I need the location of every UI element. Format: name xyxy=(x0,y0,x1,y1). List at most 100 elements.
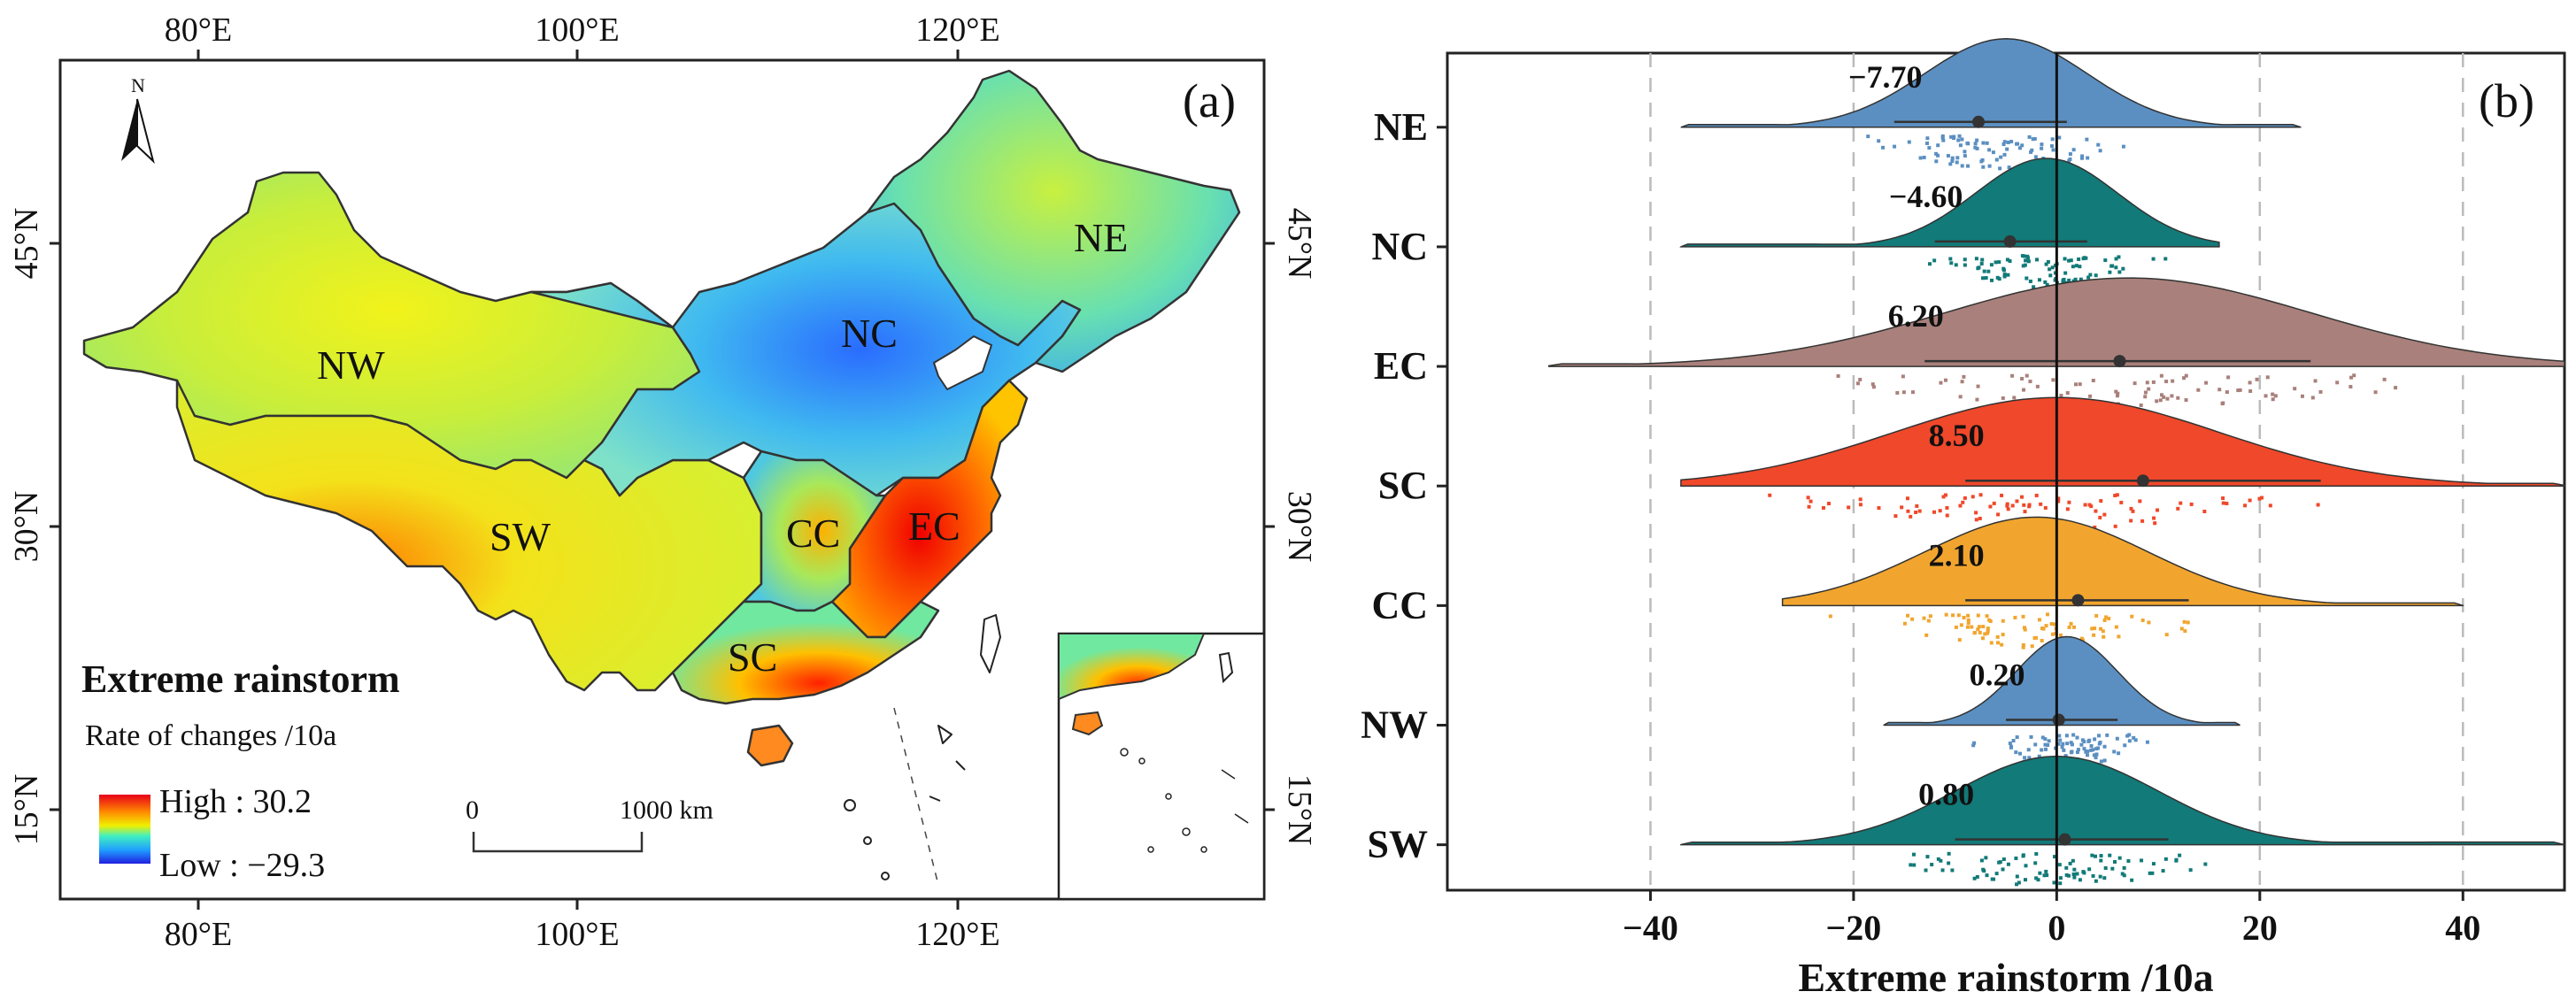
series-sc: 8.50 xyxy=(1680,396,2565,529)
legend-title: Extreme rainstorm xyxy=(81,657,400,701)
rain-dot xyxy=(2019,495,2024,499)
rain-dot xyxy=(2015,882,2019,887)
taiwan-island xyxy=(980,614,1001,673)
rain-dot xyxy=(2043,747,2048,751)
rain-dot xyxy=(2352,373,2356,378)
rain-dot xyxy=(2050,632,2055,636)
rain-dot xyxy=(2040,146,2044,150)
rain-dot xyxy=(2119,500,2124,504)
rain-dot xyxy=(2073,382,2078,387)
rain-dot xyxy=(2310,396,2315,400)
rain-dot xyxy=(2008,742,2012,746)
region-ne[interactable] xyxy=(866,69,1241,373)
rain-dot xyxy=(2008,258,2012,263)
rain-dot xyxy=(1925,855,1930,859)
rain-dot xyxy=(2035,384,2040,388)
rain-dot xyxy=(1966,621,1971,626)
rain-dot xyxy=(1917,509,1922,513)
rain-dot xyxy=(1956,613,1961,618)
rain-dot xyxy=(1915,504,1919,508)
y-label-nc: NC xyxy=(1371,225,1428,268)
density-cc xyxy=(1781,516,2464,607)
rain-dot xyxy=(2161,869,2165,873)
rain-dot xyxy=(2034,493,2039,497)
rain-dot xyxy=(2117,751,2121,756)
rain-dot xyxy=(2087,867,2092,872)
rain-dot xyxy=(2040,748,2044,752)
rain-dot xyxy=(2073,277,2078,281)
rain-dot xyxy=(2158,398,2163,403)
rain-dot xyxy=(2064,865,2069,870)
rain-dots-ne xyxy=(1866,134,2125,171)
rain-dot xyxy=(2129,519,2133,523)
left-lat-45: 45°N xyxy=(8,208,45,280)
rain-dot xyxy=(2318,389,2323,394)
rain-dot xyxy=(2033,861,2038,865)
mean-point-ec xyxy=(2113,355,2126,368)
rain-dot xyxy=(2160,393,2164,397)
right-lat-45: 45°N xyxy=(1281,208,1318,280)
bottom-lon-120: 120°E xyxy=(915,916,999,953)
rain-dot xyxy=(1902,621,1907,626)
rain-dot xyxy=(1980,636,1985,641)
rain-dot xyxy=(2001,619,2005,623)
rain-dot xyxy=(2382,377,2387,381)
rain-dot xyxy=(1944,612,1948,617)
label-ne: NE xyxy=(1074,215,1128,260)
rain-dot xyxy=(1910,390,1915,395)
rain-dot xyxy=(1893,514,1898,519)
rain-dot xyxy=(1922,155,1926,159)
rain-dot xyxy=(2065,391,2070,396)
density-ne xyxy=(1680,38,2302,128)
rain-dot xyxy=(2001,396,2005,400)
rain-dot xyxy=(1907,140,1911,144)
rain-dot xyxy=(2163,257,2168,261)
rain-dot xyxy=(2010,504,2015,508)
rain-dot xyxy=(2130,614,2134,619)
rain-dot xyxy=(2316,503,2320,507)
rain-dot xyxy=(1948,257,1953,261)
rain-dot xyxy=(2204,381,2209,385)
rain-dot xyxy=(2068,152,2072,157)
rain-dot xyxy=(2300,394,2304,398)
rain-dot xyxy=(2001,857,2006,862)
rain-dot xyxy=(2176,396,2180,400)
rain-dot xyxy=(2024,258,2028,263)
rain-dot xyxy=(2147,387,2151,391)
rain-dot xyxy=(2112,859,2117,864)
rain-dot xyxy=(1962,374,1966,379)
rain-dot xyxy=(1962,615,1966,619)
rain-dot xyxy=(2090,626,2094,631)
rain-dot xyxy=(2056,499,2061,504)
rain-dot xyxy=(1847,505,1851,510)
rain-dot xyxy=(2034,851,2039,856)
density-nc xyxy=(1679,158,2220,248)
region-sc[interactable] xyxy=(671,600,940,705)
rain-dot xyxy=(1945,513,1949,518)
rain-dot xyxy=(2130,878,2134,882)
rain-dot xyxy=(2072,867,2077,872)
rain-dot xyxy=(1975,138,1979,142)
rain-dot xyxy=(2030,148,2034,152)
rain-dot xyxy=(2182,619,2187,624)
rain-dot xyxy=(2058,881,2063,886)
x-axis-ticks: −40 −20 0 20 40 xyxy=(1623,890,2480,948)
rain-dot xyxy=(1984,276,1988,281)
rain-dot xyxy=(2044,869,2048,873)
rain-dot xyxy=(2335,381,2340,385)
rain-dot xyxy=(1906,613,1910,618)
rain-dot xyxy=(2238,388,2242,392)
rain-dot xyxy=(2094,273,2098,278)
rain-dot xyxy=(2145,381,2149,385)
mean-point-nw xyxy=(2052,713,2065,726)
rain-dot xyxy=(1977,625,1981,629)
rain-dot xyxy=(2005,502,2009,506)
rain-dot xyxy=(2085,137,2089,142)
rain-dot xyxy=(2217,388,2222,392)
rain-dot xyxy=(2115,394,2119,398)
rain-dot xyxy=(2002,140,2007,144)
rain-dot xyxy=(2014,750,2018,755)
rain-dot xyxy=(2040,142,2044,147)
rain-dot xyxy=(1940,135,1945,140)
